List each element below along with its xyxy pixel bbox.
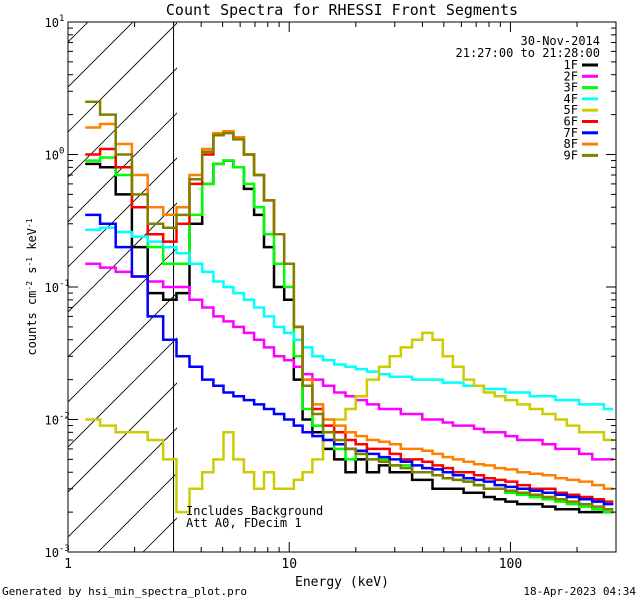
svg-text:10: 10 <box>45 149 59 163</box>
svg-text:10: 10 <box>45 16 59 30</box>
x-tick-label: 1 <box>64 557 72 572</box>
y-tick-label: 10 0 <box>45 147 65 163</box>
svg-text:-3: -3 <box>59 544 70 554</box>
hatch-line <box>68 22 177 133</box>
series-line-6F <box>85 129 614 503</box>
excluded-energy-hatch <box>0 0 177 552</box>
svg-text:1: 1 <box>59 14 64 24</box>
hatch-line <box>0 0 113 552</box>
svg-text:-1: -1 <box>59 279 70 289</box>
hatch-line <box>68 202 177 313</box>
svg-text:0: 0 <box>59 147 64 157</box>
series-line-4F <box>85 226 614 411</box>
y-tick-label: 10 1 <box>45 14 65 30</box>
legend-time-range: 21:27:00 to 21:28:00 <box>456 46 601 60</box>
annotation-background: Includes Background <box>186 504 323 518</box>
series-line-5F <box>85 331 614 514</box>
hatch-line <box>97 472 177 552</box>
legend-label-5F: 5F <box>564 103 578 117</box>
x-tick-label: 10 <box>281 557 297 572</box>
footer-generated-by: Generated by hsi_min_spectra_plot.pro <box>2 585 247 598</box>
series-line-3F <box>85 156 614 514</box>
axis-ticks <box>67 21 617 553</box>
svg-text:10: 10 <box>45 281 59 295</box>
legend-date: 30-Nov-2014 <box>521 34 600 48</box>
hatch-line <box>68 157 177 268</box>
legend-label-4F: 4F <box>564 92 578 106</box>
svg-text:10: 10 <box>45 414 59 428</box>
hatch-line <box>68 382 177 493</box>
hatch-line <box>68 427 177 538</box>
legend-label-9F: 9F <box>564 148 578 162</box>
legend-label-2F: 2F <box>564 69 578 83</box>
y-tick-label: 10 -3 <box>45 544 70 560</box>
legend-label-8F: 8F <box>564 137 578 151</box>
hatch-line <box>68 112 177 223</box>
hatch-line <box>68 22 134 88</box>
series-line-2F <box>85 262 614 461</box>
footer-timestamp: 18-Apr-2023 04:34 <box>523 585 636 598</box>
chart-title: Count Spectra for RHESSI Front Segments <box>166 1 518 19</box>
legend-label-3F: 3F <box>564 81 578 95</box>
x-tick-label: 100 <box>499 557 522 572</box>
series-line-9F <box>85 100 614 511</box>
hatch-line <box>68 337 177 448</box>
legend-label-6F: 6F <box>564 115 578 129</box>
y-tick-label: 10 -2 <box>45 412 70 428</box>
series-line-8F <box>85 122 614 491</box>
y-axis-label: counts cm-2 s-1 keV-1 <box>25 218 40 355</box>
legend-label-1F: 1F <box>564 58 578 72</box>
x-axis-label: Energy (keV) <box>295 575 389 590</box>
svg-text:-2: -2 <box>59 412 70 422</box>
annotation-attenuator: Att A0, FDecim 1 <box>186 516 302 530</box>
hatch-line <box>68 247 177 358</box>
y-tick-label: 10 -1 <box>45 279 70 295</box>
svg-text:10: 10 <box>45 546 59 560</box>
legend-label-7F: 7F <box>564 126 578 140</box>
series-layer <box>85 100 614 514</box>
